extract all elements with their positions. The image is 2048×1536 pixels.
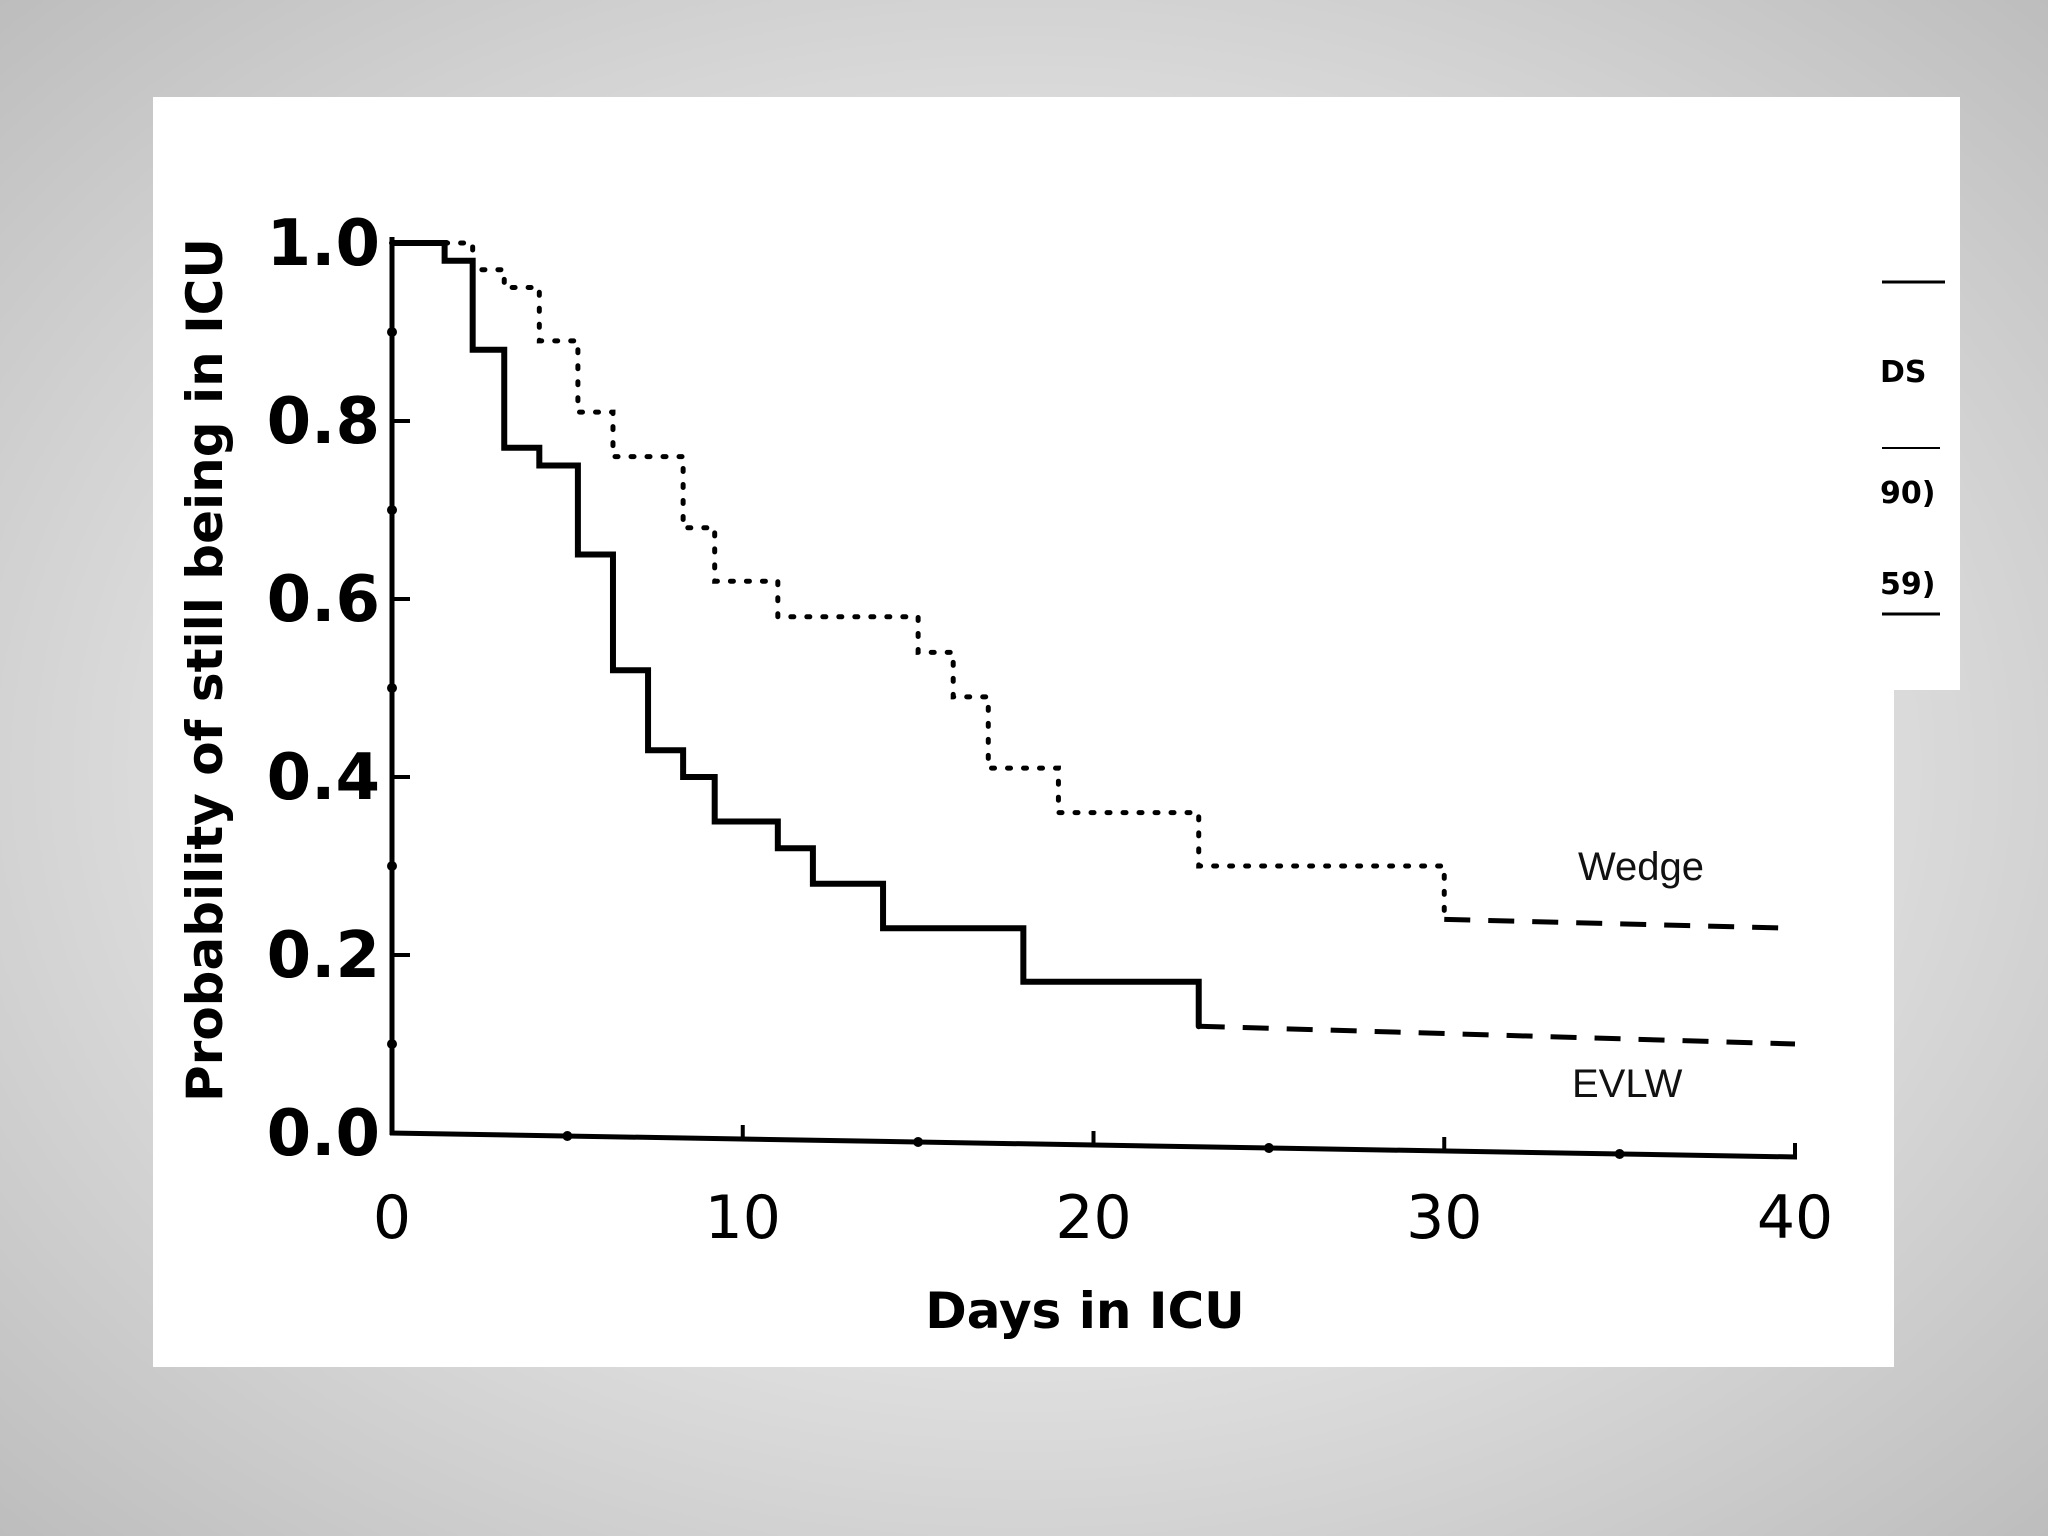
y-minor-tick <box>387 505 397 515</box>
y-minor-tick <box>387 861 397 871</box>
x-minor-tick <box>1614 1149 1625 1159</box>
y-minor-tick <box>387 327 397 337</box>
series-wedge-tail <box>1444 916 1796 931</box>
x-minor-tick <box>562 1131 573 1141</box>
x-tick-label: 20 <box>1055 1183 1131 1253</box>
y-ticks: 0.0 0.2 0.4 0.6 0.8 1.0 <box>267 207 410 1171</box>
x-minor-tick <box>1263 1143 1274 1153</box>
y-tick-label: 0.0 <box>267 1097 380 1171</box>
x-tick-label: 30 <box>1406 1183 1482 1253</box>
series-evlw-line <box>389 240 1202 1030</box>
y-tick-label: 0.2 <box>267 919 380 993</box>
y-tick-label: 0.8 <box>267 385 380 459</box>
y-tick-label: 0.6 <box>267 563 380 637</box>
y-tick-label: 0.4 <box>267 741 380 815</box>
y-minor-tick <box>387 683 397 693</box>
series-evlw-tail <box>1198 1023 1796 1047</box>
legend-fragment-ds: DS <box>1880 355 1927 390</box>
x-tick-label: 0 <box>373 1183 411 1253</box>
x-tick-label: 10 <box>705 1183 781 1253</box>
x-tick-label: 40 <box>1757 1183 1833 1253</box>
y-axis-title: Probability of still being in ICU <box>176 238 234 1102</box>
legend-fragment-59: 59) <box>1880 567 1935 602</box>
legend-fragment <box>1880 97 1960 690</box>
series-wedge-line <box>442 240 1447 922</box>
legend-fragment-90: 90) <box>1880 476 1935 511</box>
legend-fragment-text: DS 90) 59) <box>1880 280 1945 616</box>
y-tick-label: 1.0 <box>267 207 380 281</box>
series-layer <box>389 240 1796 1047</box>
x-axis-title: Days in ICU <box>925 1282 1245 1340</box>
x-ticks: 0 10 20 30 40 <box>373 1119 1833 1253</box>
y-minor-tick <box>387 1039 397 1049</box>
series-label-wedge: Wedge <box>1578 845 1704 889</box>
axes: Days in ICU Probability of still being i… <box>176 237 1798 1340</box>
x-minor-tick <box>913 1137 924 1147</box>
series-label-evlw: EVLW <box>1572 1062 1683 1106</box>
